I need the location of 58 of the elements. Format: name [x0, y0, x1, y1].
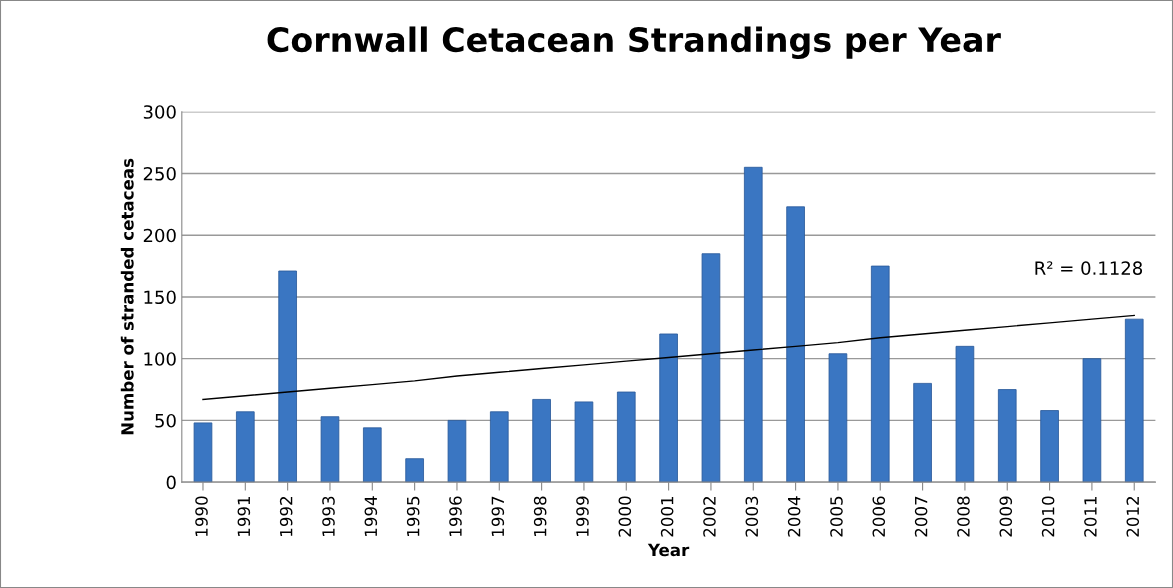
bar [236, 411, 255, 483]
y-tick-label: 50 [155, 413, 176, 428]
bar [1082, 358, 1102, 483]
bar [278, 270, 297, 483]
chart-title: Cornwall Cetacean Strandings per Year [267, 26, 1001, 59]
bar [532, 399, 551, 483]
x-tick-label: 2011 [1084, 496, 1097, 537]
bar [447, 420, 467, 483]
x-tick-label: 1991 [237, 496, 251, 536]
bar [320, 416, 340, 483]
bar [489, 411, 509, 483]
x-axis-title: Year [647, 543, 690, 557]
y-tick-label: 0 [166, 475, 176, 490]
x-tick-label: 1992 [279, 497, 293, 536]
x-tick-label: 2001 [660, 496, 674, 537]
bar [913, 382, 932, 483]
bar [743, 166, 763, 483]
x-tick-label: 2010 [1041, 496, 1055, 537]
bar [405, 458, 424, 483]
y-tick-label: 300 [143, 105, 176, 119]
y-tick-label: 250 [143, 166, 176, 181]
bar [574, 401, 594, 483]
bar [955, 345, 975, 483]
bar [1040, 410, 1059, 483]
bar [193, 422, 213, 483]
y-axis-title: Number of stranded cetaceas [120, 158, 134, 435]
x-tick-label: 2004 [787, 496, 801, 537]
bar [870, 265, 890, 483]
bar [1124, 318, 1144, 483]
line-series [202, 314, 1135, 401]
bar [786, 206, 805, 483]
bar [616, 391, 636, 483]
x-tick-label: 2000 [618, 496, 632, 537]
x-tick-label: 1994 [364, 496, 378, 536]
x-tick-label: 2007 [914, 496, 928, 537]
x-tick-label: 2006 [872, 496, 886, 537]
x-tick-label: 2005 [830, 496, 843, 537]
x-tick-label: 1999 [576, 496, 589, 536]
y-tick-label: 100 [144, 352, 176, 366]
x-tick-label: 1990 [195, 496, 208, 536]
x-tick-label: 2012 [1126, 497, 1140, 537]
x-tick-label: 1993 [322, 496, 335, 536]
x-tick-label: 2009 [999, 496, 1013, 537]
x-tick-label: 2003 [745, 496, 759, 537]
bar [997, 389, 1017, 483]
bar [362, 427, 382, 483]
x-tick-label: 1996 [449, 496, 462, 536]
y-tick-label: 150 [144, 290, 176, 305]
annotation: R² = 0.1128 [1035, 261, 1143, 275]
x-tick-label: 1997 [491, 496, 505, 536]
x-tick-label: 1995 [406, 496, 420, 536]
y-tick-label: 200 [143, 228, 176, 243]
bar [828, 353, 848, 483]
x-tick-label: 2002 [703, 497, 716, 537]
bar [659, 333, 678, 483]
x-tick-label: 2008 [957, 496, 970, 537]
bar [701, 253, 721, 483]
x-tick-label: 1998 [533, 496, 547, 536]
